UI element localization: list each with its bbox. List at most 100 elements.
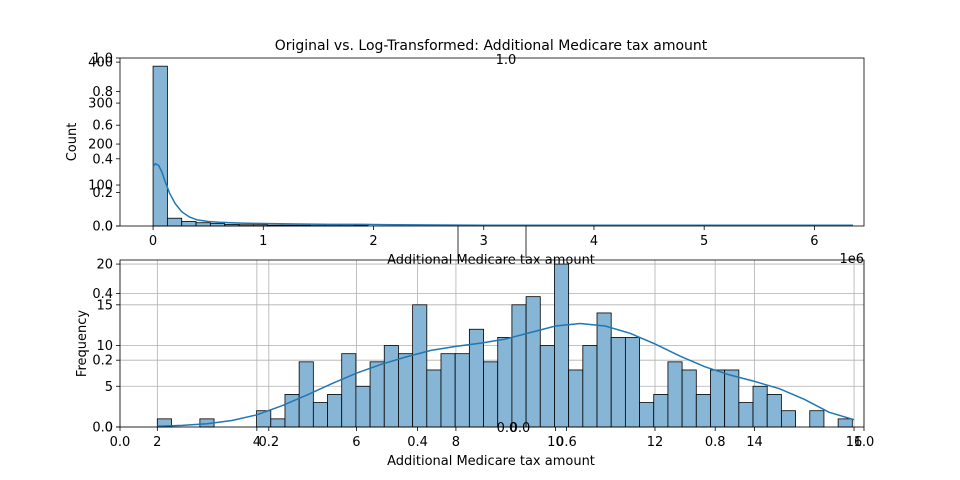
bottom-y-ticks: 0 5 10 15 20	[96, 258, 120, 436]
top-x-offset-label: 1e6	[839, 252, 864, 267]
histogram-bar	[780, 410, 796, 428]
y-tick-label: 0	[105, 220, 113, 235]
histogram-bar	[610, 336, 626, 428]
histogram-bar	[695, 394, 711, 428]
twin-y-tick-label: 0.4	[92, 152, 113, 167]
twin-y-tick-label: 0.0	[92, 421, 113, 436]
histogram-bar	[539, 345, 555, 428]
histogram-bar	[256, 410, 272, 428]
histogram-bar	[639, 402, 655, 428]
y-tick-label: 15	[96, 298, 113, 313]
x-tick-label: 2	[369, 234, 377, 249]
twin-x-tick-label: 1.0	[854, 435, 875, 450]
x-tick-label: 6	[352, 435, 360, 450]
histogram-bar	[724, 369, 740, 428]
histogram-bar	[596, 312, 612, 428]
twin-x-tick-label: 0.4	[407, 435, 428, 450]
x-tick-label: 10	[547, 435, 564, 450]
x-tick-label: 3	[480, 234, 488, 249]
y-tick-label: 20	[96, 258, 113, 273]
x-tick-label: 5	[700, 234, 708, 249]
histogram-bar	[341, 353, 357, 428]
bottom-histogram-bars	[156, 263, 853, 428]
histogram-bar	[412, 304, 428, 428]
bottom-kde-line	[157, 322, 855, 427]
histogram-bar	[653, 394, 669, 428]
twin-y-tick-label: 0.8	[92, 85, 113, 100]
histogram-bar	[195, 222, 211, 227]
x-tick-label: 4	[253, 435, 261, 450]
histogram-bar	[166, 217, 183, 227]
twin-y-tick-label: 1.0	[92, 52, 113, 67]
histogram-bar	[497, 336, 513, 428]
histogram-bar	[440, 353, 456, 428]
twin-x-tick-label: 0.8	[705, 435, 726, 450]
twin-x-tick-label: 0.0	[110, 435, 131, 450]
x-tick-label: 16	[846, 435, 863, 450]
top-y-axis-label: Count	[65, 123, 80, 162]
twin-y-tick-label: 0.6	[92, 119, 113, 134]
histogram-bar	[766, 394, 782, 428]
twin-y-tick-label: 0.4	[92, 287, 113, 302]
y-tick-label: 300	[88, 97, 113, 112]
x-tick-label: 12	[647, 435, 664, 450]
top-y-ticks: 0 100 200 300 400	[88, 56, 120, 235]
bottom-histogram-panel: 2 4 6 8 10 12 14 16 0 5 10 15 20 0.0 0.2 0.4 0.6 0.8 1.0…	[75, 258, 874, 469]
x-tick-label: 14	[746, 435, 763, 450]
bottom-axes-frame	[119, 259, 865, 428]
histogram-bar	[454, 353, 470, 428]
histogram-bar	[568, 369, 584, 428]
histogram-bar	[270, 418, 286, 428]
histogram-bar	[327, 394, 343, 428]
histogram-bar	[837, 418, 853, 428]
bottom-twin-ticks: 0.0 0.2 0.4 0.6 0.8 1.00.00.20.40.00.0	[92, 287, 874, 450]
top-histogram-panel: 0.0 0.2 0.4 0.6 0.8 1.0 1.0 0 1 2 3 4 5 6 0 100 200 300…	[65, 52, 865, 268]
bottom-y-axis-label: Frequency	[75, 310, 90, 377]
top-x-ticks: 0 1 2 3 4 5 6	[149, 226, 819, 249]
y-tick-label: 100	[88, 179, 113, 194]
histogram-bar	[511, 304, 527, 428]
histogram-bar	[383, 345, 399, 428]
histogram-bar	[738, 402, 754, 428]
twin-y-tick-label: 0.2	[92, 354, 113, 369]
histogram-bar	[181, 221, 197, 227]
twin-x-tick-label: 0.6	[556, 435, 577, 450]
histogram-bar	[483, 361, 499, 428]
histogram-bar	[312, 402, 328, 428]
y-tick-label: 400	[88, 56, 113, 71]
histogram-bar	[624, 336, 640, 428]
bottom-x-axis-label: Additional Medicare tax amount	[387, 454, 595, 469]
x-tick-label: 0	[149, 234, 157, 249]
twin-axis-partial-label: 0.0	[510, 421, 531, 436]
histogram-bar	[525, 296, 541, 428]
x-tick-label: 8	[452, 435, 460, 450]
histogram-bar	[554, 263, 570, 428]
y-tick-label: 200	[88, 138, 113, 153]
histogram-bar	[809, 410, 825, 428]
x-tick-label: 4	[590, 234, 598, 249]
histogram-bar	[369, 361, 385, 428]
twin-x-tick-label: 0.2	[258, 435, 279, 450]
histogram-bar	[398, 353, 414, 428]
twin-axis-partial-label: 0.0	[497, 421, 518, 436]
twin-axis-partial-label: 1.0	[496, 53, 517, 68]
histogram-bar	[582, 345, 598, 428]
twin-y-tick-label: 0.0	[92, 220, 113, 235]
top-histogram-bars	[152, 65, 369, 227]
histogram-bar	[667, 361, 683, 428]
x-tick-label: 2	[153, 435, 161, 450]
histogram-bar	[710, 369, 726, 428]
twin-y-tick-label: 0.2	[92, 186, 113, 201]
histogram-bar	[152, 65, 168, 227]
x-tick-label: 1	[259, 234, 267, 249]
top-twin-axis: 0.0 0.2 0.4 0.6 0.8 1.0 1.0	[92, 52, 527, 258]
histogram-bar	[681, 369, 697, 428]
histogram-bar	[426, 369, 442, 428]
y-tick-label: 5	[105, 380, 113, 395]
y-tick-label: 10	[96, 339, 113, 354]
top-axes-frame	[119, 57, 865, 227]
top-kde-line	[152, 162, 853, 226]
figure-title: Original vs. Log-Transformed: Additional…	[275, 38, 708, 54]
histogram-bar	[355, 385, 371, 428]
